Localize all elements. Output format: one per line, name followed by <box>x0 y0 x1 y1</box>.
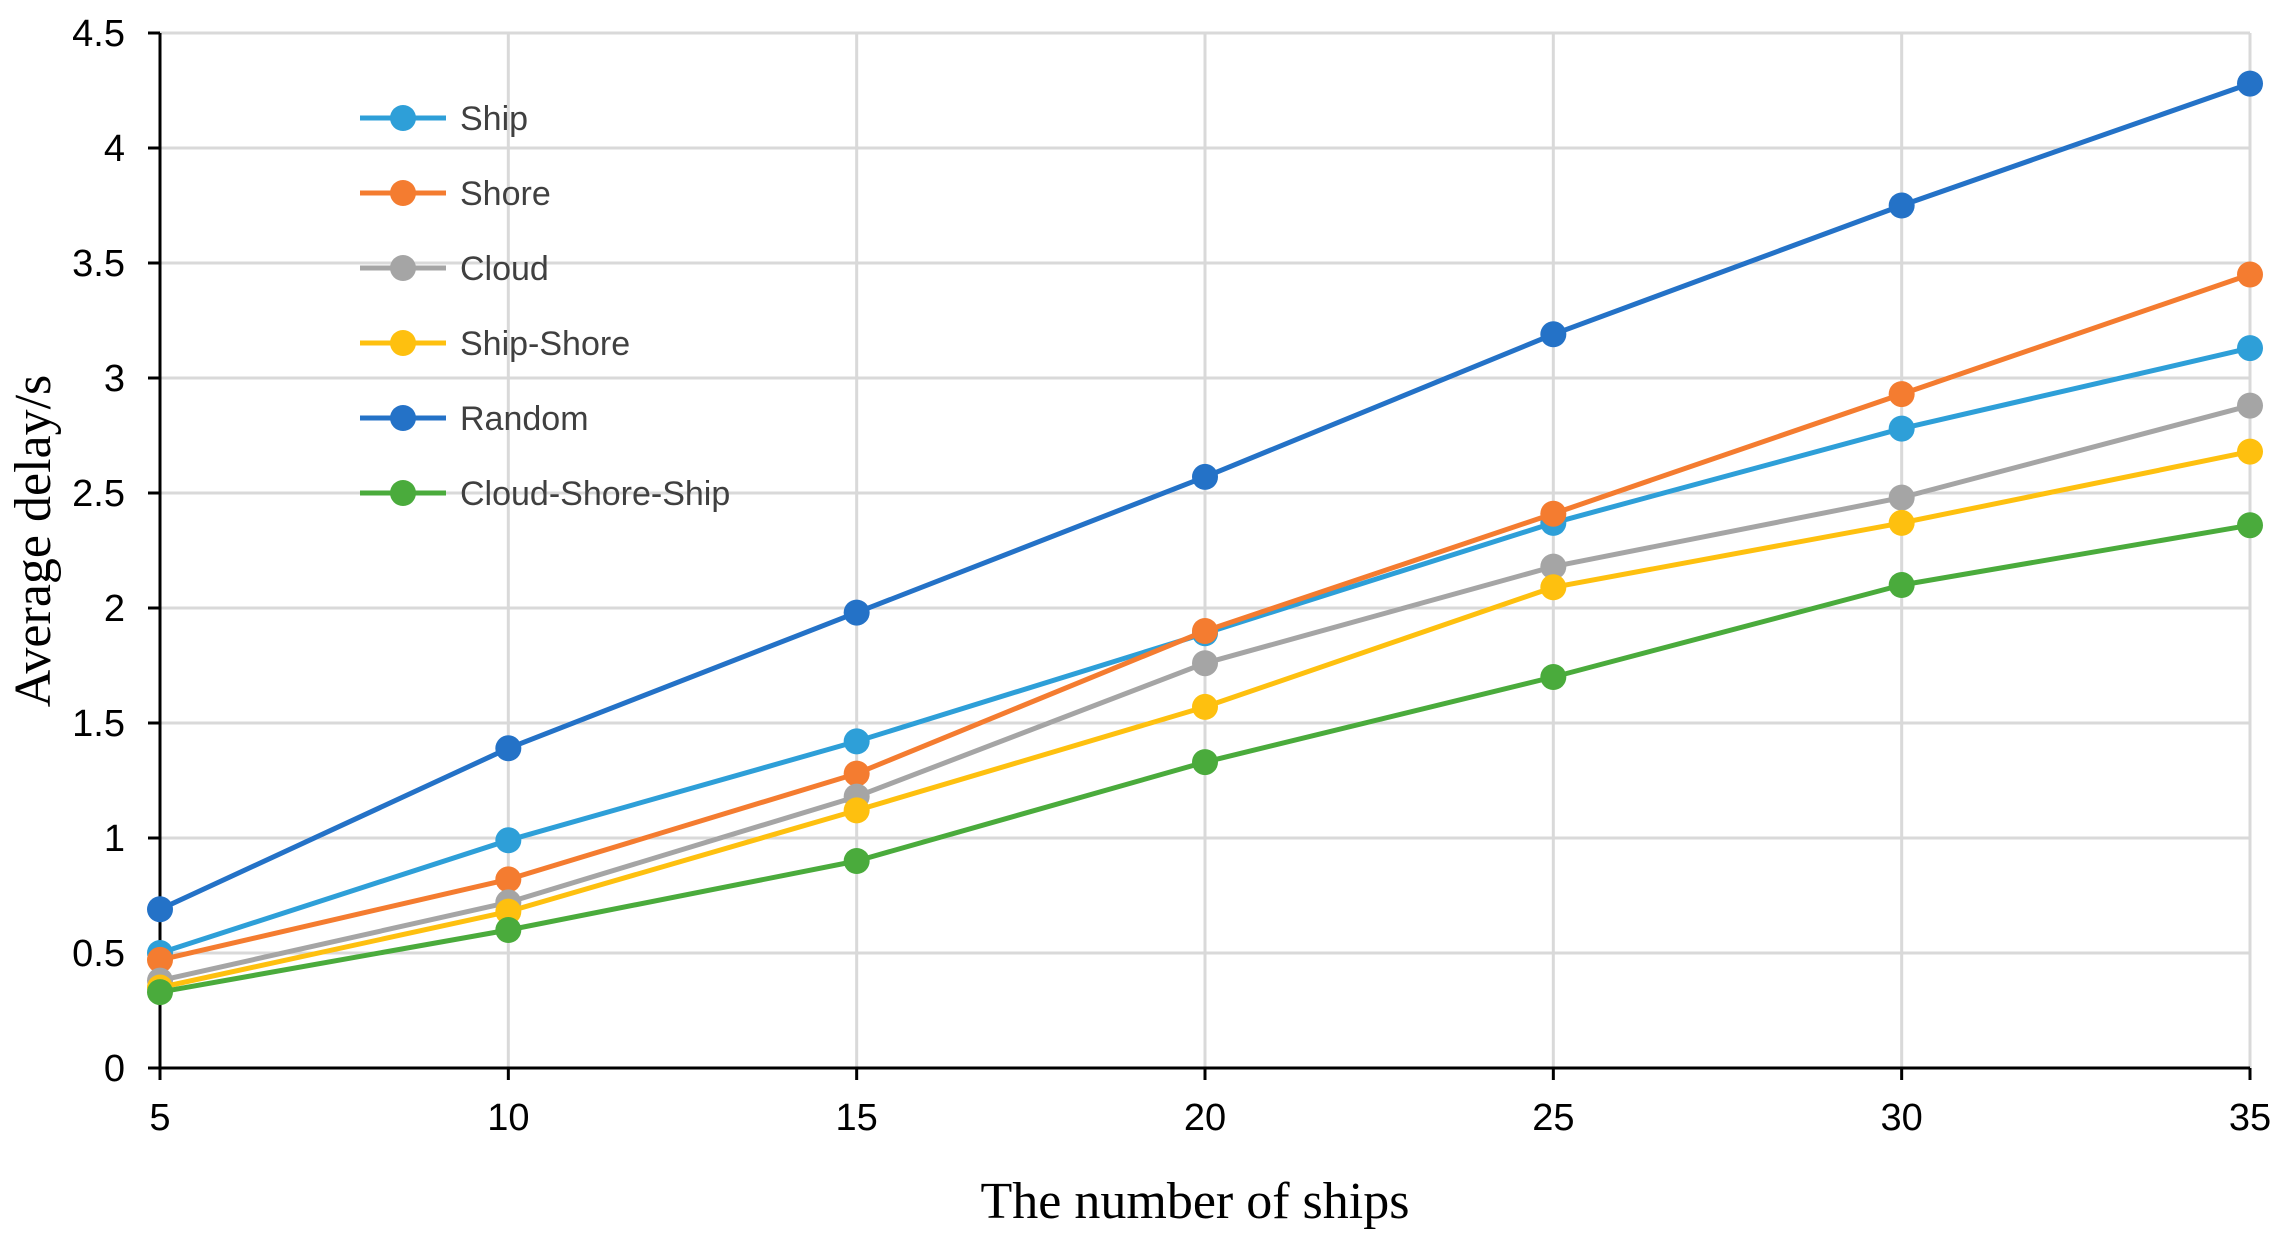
legend-label: Ship-Shore <box>460 325 630 363</box>
tick-labels: 0 0.5 1 1.5 2 2.5 3 3.5 4 4.5 5 10 15 20 25 30 35 <box>72 13 2271 1139</box>
legend-marker <box>390 105 416 131</box>
data-point <box>495 898 522 925</box>
legend-marker <box>390 480 416 506</box>
legend-label: Random <box>460 400 589 438</box>
grid <box>160 31 2252 1068</box>
y-tick-label: 4.5 <box>72 13 125 55</box>
data-point <box>843 760 870 787</box>
data-point <box>1888 381 1915 408</box>
x-tick-label: 5 <box>149 1097 170 1139</box>
x-axis-title: The number of ships <box>981 1173 1410 1230</box>
data-point <box>147 979 173 1006</box>
series-random <box>147 70 2263 923</box>
data-point <box>495 917 522 943</box>
data-point <box>2237 392 2263 419</box>
data-point <box>1192 693 1218 720</box>
legend-item: Cloud <box>360 250 549 288</box>
data-point <box>1540 321 1567 348</box>
data-point <box>1540 664 1567 690</box>
y-tick-label: 0 <box>104 1048 125 1090</box>
data-point <box>1888 572 1915 598</box>
data-point <box>1888 192 1915 219</box>
y-tick-label: 4 <box>104 128 125 170</box>
legend: Ship Shore Cloud Ship-Shore Random Cloud-Shor… <box>360 100 730 513</box>
legend-item: Ship <box>360 100 528 138</box>
y-tick-label: 2 <box>104 588 125 630</box>
legend-marker <box>390 180 416 206</box>
data-point <box>2237 70 2263 97</box>
data-point <box>1192 650 1218 677</box>
series-lines <box>147 70 2263 1006</box>
data-point <box>843 599 870 626</box>
data-point <box>1888 509 1915 536</box>
legend-item: Ship-Shore <box>360 325 630 363</box>
y-tick-label: 3 <box>104 358 125 400</box>
data-point <box>1888 415 1915 442</box>
data-point <box>843 728 870 755</box>
data-point <box>495 866 522 893</box>
legend-marker <box>390 405 416 431</box>
data-point <box>1540 553 1567 580</box>
y-axis-title: Average delay/s <box>5 375 62 708</box>
data-point <box>1540 574 1567 601</box>
x-tick-label: 10 <box>487 1097 529 1139</box>
x-tick-label: 15 <box>836 1097 878 1139</box>
series-cloud-shore-ship <box>147 512 2263 1006</box>
data-point <box>1192 749 1218 776</box>
data-point <box>843 797 870 824</box>
legend-item: Shore <box>360 175 551 213</box>
legend-item: Random <box>360 400 589 438</box>
y-tick-label: 3.5 <box>72 243 125 285</box>
data-point <box>843 848 870 874</box>
data-point <box>2237 438 2263 465</box>
legend-marker <box>390 330 416 356</box>
series-shore <box>147 261 2263 973</box>
data-point <box>2237 261 2263 288</box>
data-point <box>147 896 173 923</box>
legend-item: Cloud-Shore-Ship <box>360 475 730 513</box>
data-point <box>495 827 522 854</box>
x-tick-label: 30 <box>1881 1097 1923 1139</box>
data-point <box>147 946 173 973</box>
legend-label: Shore <box>460 175 551 213</box>
x-tick-label: 35 <box>2229 1097 2271 1139</box>
data-point <box>2237 335 2263 362</box>
data-point <box>1192 463 1218 490</box>
y-tick-label: 2.5 <box>72 473 125 515</box>
data-point <box>1540 500 1567 527</box>
legend-label: Cloud <box>460 250 549 288</box>
y-tick-label: 0.5 <box>72 933 125 975</box>
data-point <box>495 735 522 762</box>
y-tick-label: 1 <box>104 818 125 860</box>
legend-label: Cloud-Shore-Ship <box>460 475 730 513</box>
x-tick-label: 20 <box>1184 1097 1226 1139</box>
data-point <box>1192 618 1218 644</box>
axes <box>148 31 2252 1080</box>
legend-marker <box>390 255 416 281</box>
data-point <box>1888 484 1915 511</box>
legend-label: Ship <box>460 100 528 138</box>
data-point <box>2237 512 2263 539</box>
x-tick-label: 25 <box>1532 1097 1574 1139</box>
y-tick-label: 1.5 <box>72 703 125 745</box>
